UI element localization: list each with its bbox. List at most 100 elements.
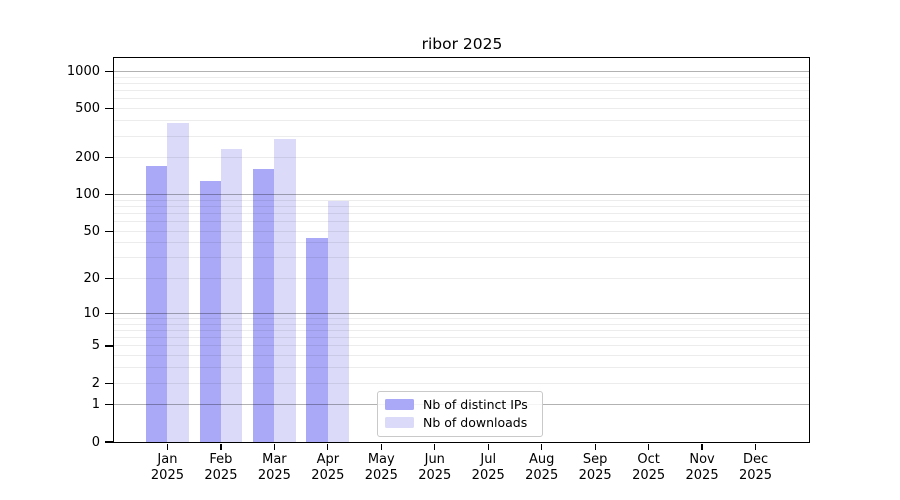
gridline-minor [114,199,809,201]
x-tick-label-year: 2025 [364,467,398,483]
x-tick-label: Dec 2025 [726,452,786,483]
x-tick-label-year: 2025 [204,467,238,483]
x-tick-label-month: Oct [637,452,660,467]
y-tick-label: 500 [75,101,100,117]
x-tick-label-month: Feb [209,452,233,467]
legend-item-distinct-ips: Nb of distinct IPs [385,397,535,412]
x-tick [487,443,489,450]
y-tick-label: 20 [83,271,100,287]
x-tick [754,443,757,450]
x-tick-label-month: Jul [480,452,497,467]
y-tick [104,404,113,406]
x-tick [541,443,543,450]
x-tick [648,443,650,450]
y-tick [104,193,113,196]
gridline-major [114,312,809,314]
x-tick [220,443,222,450]
x-tick-label: Apr 2025 [298,452,358,483]
x-tick-label: May 2025 [351,452,411,483]
bar-distinct-ips [252,168,275,442]
bar-downloads [167,122,189,442]
gridline-major [114,194,809,196]
gridline-minor [114,135,809,137]
bar-distinct-ips [146,166,168,442]
legend-label-downloads: Nb of downloads [423,414,528,430]
x-tick-label-year: 2025 [738,467,773,483]
gridline-minor [114,90,809,92]
gridline-minor [114,382,809,384]
gridline-minor [114,157,809,159]
y-tick-label: 5 [91,338,100,354]
x-tick-label: Jul 2025 [458,452,518,483]
x-tick [273,443,275,450]
gridline-minor [114,318,809,320]
bar-downloads [327,201,350,442]
bar-downloads [220,148,243,442]
x-tick-label: Feb 2025 [191,452,251,483]
gridline-minor [114,120,809,122]
x-tick-label-year: 2025 [525,467,559,483]
gridline-minor [114,221,809,223]
y-tick-label: 2 [91,375,100,391]
x-tick [594,443,596,450]
x-tick-label: Mar 2025 [244,452,304,483]
x-tick [327,443,329,450]
gridline-minor [114,230,809,232]
x-tick-label-month: Sep [582,452,608,467]
x-tick-label-month: Jun [424,452,445,467]
gridline-minor [114,257,809,259]
y-tick-label: 10 [83,305,100,321]
x-tick-label-year: 2025 [257,467,291,483]
x-tick-label-month: Aug [528,452,555,467]
bar-distinct-ips [306,237,328,442]
gridline-minor [114,355,809,357]
y-tick [104,345,113,347]
legend-item-downloads: Nb of downloads [385,415,535,430]
chart-title: ribor 2025 [421,35,503,53]
gridline-minor [114,367,809,369]
gridline-minor [114,278,809,280]
gridline-minor [114,98,809,100]
plot-area: Nb of distinct IPs Nb of downloads 0 1 2 5 1… [67,57,810,483]
y-tick [104,312,113,315]
x-tick-label-year: 2025 [632,467,666,483]
x-tick-label-year: 2025 [418,467,452,483]
y-tick [104,278,113,280]
y-tick [104,230,113,232]
x-tick [701,443,703,450]
x-tick-label: Jan 2025 [137,452,197,483]
gridline-minor [114,242,809,244]
y-tick [104,157,113,159]
x-tick [434,443,436,450]
gridline-minor [114,205,809,207]
y-tick-label: 0 [91,434,100,450]
gridline-minor [114,345,809,347]
x-tick-label-year: 2025 [685,467,719,483]
x-tick-label-month: Jan [157,452,178,467]
x-tick-label: Nov 2025 [672,452,732,483]
x-tick-label-month: Mar [262,452,287,467]
x-tick-label-month: Apr [316,452,340,467]
gridline-minor [114,108,809,110]
y-tick-label: 100 [75,187,100,203]
x-tick-label: Jun 2025 [405,452,465,483]
gridline-minor [114,337,809,339]
x-tick-label-year: 2025 [471,467,505,483]
bar-distinct-ips [199,180,221,442]
legend-label-distinct-ips: Nb of distinct IPs [423,397,528,413]
x-tick-label-year: 2025 [311,467,345,483]
y-tick-label: 1 [91,397,100,413]
legend: Nb of distinct IPs Nb of downloads [377,390,543,437]
y-tick [104,71,113,73]
gridline-minor [114,323,809,325]
legend-swatch-distinct-ips [385,399,414,411]
x-tick-label: Sep 2025 [565,452,625,483]
y-tick [104,108,113,110]
gridline-minor [114,76,809,78]
y-tick-label: 200 [75,150,100,166]
gridline-major [114,71,809,73]
gridline-minor [114,330,809,332]
y-tick [104,441,113,443]
gridline-minor [114,212,809,214]
legend-swatch-downloads [385,416,414,428]
